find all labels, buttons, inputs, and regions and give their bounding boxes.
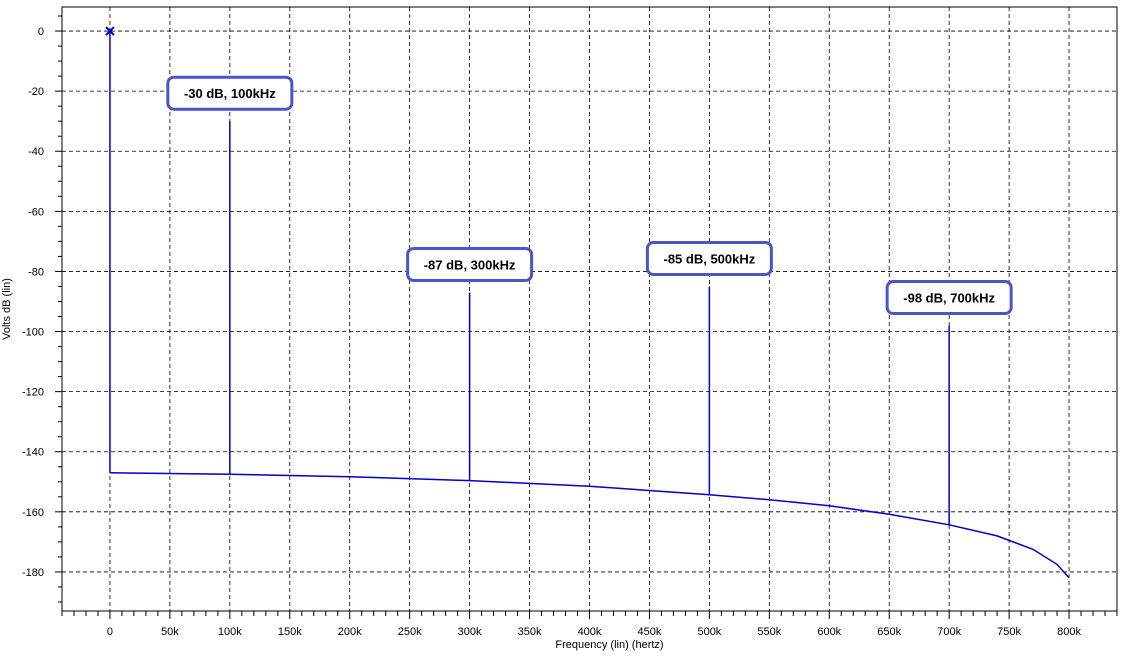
y-tick-label: -80 bbox=[28, 266, 44, 278]
x-tick-label: 800k bbox=[1057, 626, 1081, 638]
x-tick-label: 350k bbox=[518, 626, 542, 638]
x-tick-label: 50k bbox=[161, 626, 179, 638]
x-tick-label: 250k bbox=[398, 626, 422, 638]
trace-layer bbox=[105, 26, 1070, 579]
x-tick-label: 200k bbox=[338, 626, 362, 638]
grid-layer bbox=[62, 7, 1117, 611]
x-tick-label: 0 bbox=[107, 626, 113, 638]
annotation-label: -87 dB, 300kHz bbox=[424, 257, 516, 272]
axes-layer: 0 50k 100k 150k 200k 250k 300k 350k 400k 450k 500k… bbox=[22, 6, 1118, 638]
y-tick-label: -20 bbox=[28, 86, 44, 98]
annotation-callout: -98 dB, 700kHz bbox=[885, 280, 1013, 316]
annotation-box bbox=[166, 75, 294, 111]
annotation-label: -30 dB, 100kHz bbox=[184, 86, 276, 101]
y-tick-label: -160 bbox=[22, 507, 44, 519]
annotation-label: -85 dB, 500kHz bbox=[664, 251, 756, 266]
y-tick-label: -120 bbox=[22, 387, 44, 399]
x-tick-label: 550k bbox=[757, 626, 781, 638]
annotation-box bbox=[406, 246, 534, 282]
x-tick-label: 150k bbox=[278, 626, 302, 638]
y-tick-label: -140 bbox=[22, 447, 44, 459]
y-tick-label: -40 bbox=[28, 146, 44, 158]
x-tick-label: 100k bbox=[218, 626, 242, 638]
y-tick-label: -60 bbox=[28, 206, 44, 218]
annotation-box bbox=[645, 240, 773, 276]
annotation-callout: -87 dB, 300kHz bbox=[406, 246, 534, 282]
x-tick-label: 300k bbox=[458, 626, 482, 638]
annotation-box bbox=[885, 280, 1013, 316]
peak-marker-stroke bbox=[105, 26, 115, 36]
x-tick-label: 450k bbox=[638, 626, 662, 638]
plot-frame bbox=[61, 6, 1118, 612]
x-tick-label: 600k bbox=[817, 626, 841, 638]
x-tick-label: 750k bbox=[997, 626, 1021, 638]
peak-marker bbox=[105, 26, 115, 36]
annotation-callout: -30 dB, 100kHz bbox=[166, 75, 294, 111]
x-tick-label: 650k bbox=[877, 626, 901, 638]
annotation-callout: -85 dB, 500kHz bbox=[645, 240, 773, 276]
annotation-label: -98 dB, 700kHz bbox=[903, 291, 995, 306]
x-tick-label: 700k bbox=[937, 626, 961, 638]
x-axis-title: Frequency (lin) (hertz) bbox=[555, 639, 663, 651]
y-tick-label: -100 bbox=[22, 327, 44, 339]
y-axis-title: Volts dB (lin) bbox=[1, 278, 13, 340]
noise-floor-line bbox=[109, 472, 1070, 579]
x-tick-label: 500k bbox=[697, 626, 721, 638]
y-tick-label: -180 bbox=[22, 567, 44, 579]
annotation-layer: -30 dB, 100kHz -87 dB, 300kHz -85 dB, 500k… bbox=[166, 75, 1013, 316]
x-tick-label: 400k bbox=[578, 626, 602, 638]
y-tick-label: 0 bbox=[38, 26, 44, 38]
